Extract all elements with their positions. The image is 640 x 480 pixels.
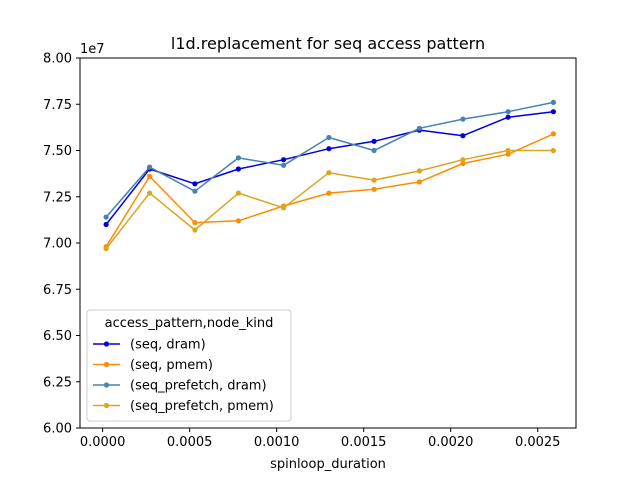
data-point [416, 168, 422, 174]
y-tick-label: 6.50 [43, 329, 72, 344]
legend-marker-1 [103, 361, 110, 368]
x-tick-label: 0.0005 [167, 435, 213, 450]
data-point [103, 214, 109, 220]
x-tick-label: 0.0000 [80, 435, 126, 450]
y-tick-label: 7.75 [43, 98, 72, 113]
plot-area [103, 99, 557, 252]
y-offset-label: 1e7 [80, 42, 105, 57]
data-point [235, 166, 241, 172]
data-point [416, 179, 422, 185]
data-point [416, 125, 422, 131]
y-tick-label: 6.25 [43, 375, 72, 390]
data-point [147, 173, 153, 179]
legend-marker-3 [103, 402, 110, 409]
y-tick-label: 6.75 [43, 283, 72, 298]
legend-label-1: (seq, pmem) [130, 358, 213, 373]
data-point [281, 205, 287, 211]
data-point [460, 157, 466, 163]
data-point [505, 114, 511, 120]
legend: access_pattern,node_kind (seq, dram) (seq… [86, 309, 292, 422]
data-point [505, 147, 511, 154]
legend-label-3: (seq_prefetch, pmem) [130, 399, 274, 414]
data-point [371, 177, 377, 183]
x-tick-label: 0.0025 [515, 435, 561, 450]
data-point [550, 147, 557, 154]
y-tick-label: 7.00 [43, 237, 72, 252]
data-point [103, 246, 109, 252]
data-point [505, 151, 511, 157]
data-point [371, 138, 377, 144]
legend-marker-0 [103, 341, 110, 347]
data-point [326, 134, 332, 141]
y-tick-label: 7.25 [43, 190, 72, 205]
x-tick-label: 0.0020 [428, 435, 474, 450]
data-point [371, 186, 377, 192]
chart-title: l1d.replacement for seq access pattern [171, 34, 485, 53]
data-point [147, 190, 153, 196]
legend-box [86, 309, 292, 422]
legend-title: access_pattern,node_kind [105, 316, 274, 331]
x-axis: 0.0000 0.0005 0.0010 0.0015 0.0020 0.0025 [80, 428, 561, 450]
y-axis: 6.00 6.25 6.50 6.75 7.00 7.25 7.50 7.75 8.00 [43, 52, 80, 437]
legend-label-2: (seq_prefetch, dram) [130, 379, 267, 394]
data-point [147, 164, 153, 170]
data-point [235, 190, 241, 196]
data-point [550, 99, 557, 105]
data-point [281, 157, 287, 163]
x-tick-label: 0.0010 [254, 435, 300, 450]
legend-label-0: (seq, dram) [130, 338, 206, 353]
x-tick-label: 0.0015 [341, 435, 387, 450]
data-point [460, 133, 466, 139]
data-point [550, 109, 557, 115]
legend-marker-2 [103, 382, 110, 388]
data-point [192, 188, 198, 194]
data-point [326, 190, 332, 196]
data-point [192, 227, 198, 233]
data-point [235, 155, 241, 161]
data-point [235, 218, 241, 224]
data-point [371, 147, 377, 154]
data-point [460, 160, 466, 167]
y-tick-label: 6.00 [43, 422, 72, 437]
x-axis-label: spinloop_duration [270, 457, 386, 472]
data-point [192, 181, 198, 187]
y-tick-label: 8.00 [43, 52, 72, 67]
data-point [326, 146, 332, 152]
data-point [326, 170, 332, 176]
data-point [460, 116, 466, 122]
y-tick-label: 7.50 [43, 144, 72, 159]
data-point [505, 109, 511, 115]
data-point [192, 220, 198, 226]
data-point [550, 131, 557, 137]
data-point [103, 221, 109, 228]
data-point [281, 162, 287, 168]
